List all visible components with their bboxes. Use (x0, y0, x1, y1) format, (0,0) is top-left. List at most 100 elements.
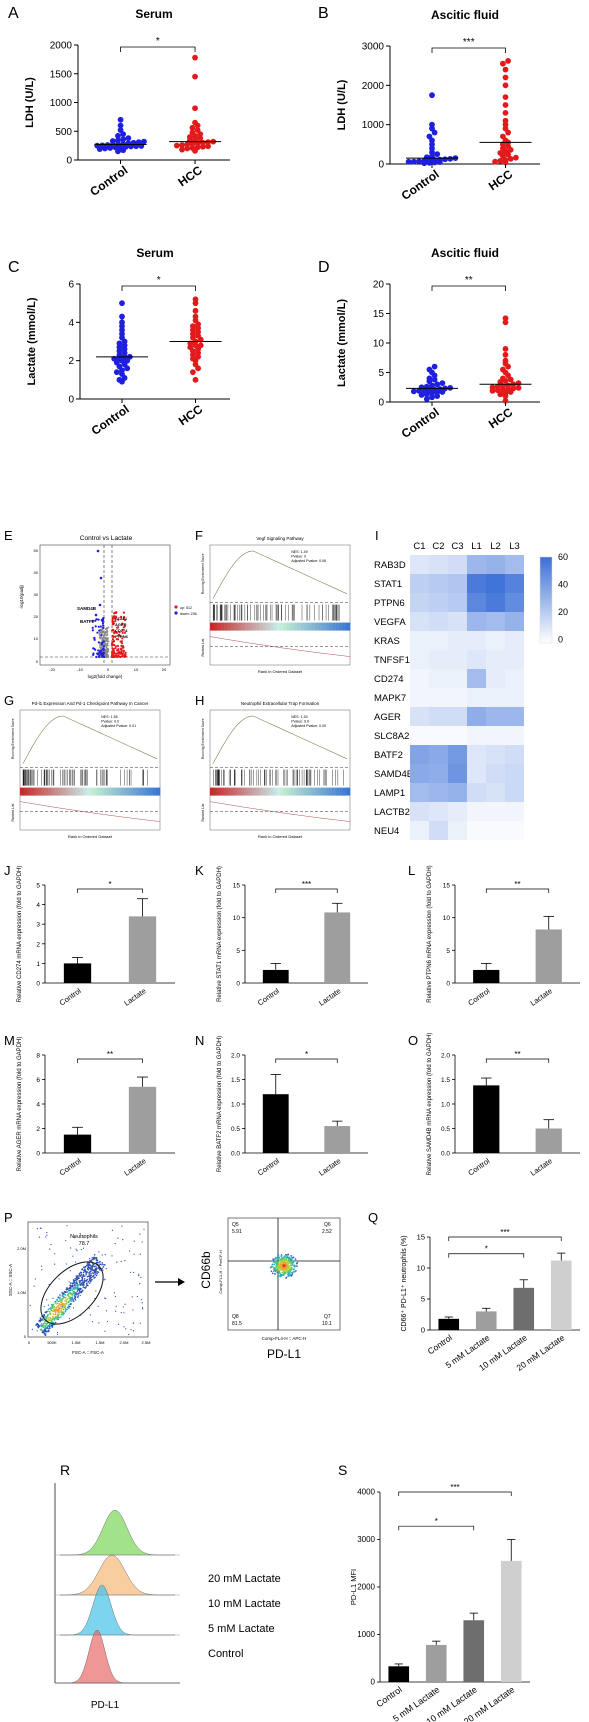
y-axis-label: PD-L1 MFI (349, 1569, 358, 1605)
flow-event (73, 1281, 76, 1284)
volcano-point-down (91, 619, 94, 622)
gsea-rank-color (318, 622, 323, 631)
flow-event (41, 1326, 43, 1328)
flow-event (49, 1248, 51, 1250)
flow-event (71, 1299, 74, 1301)
volcano-point-down (96, 653, 99, 656)
flow-event (83, 1284, 85, 1287)
histogram-panel: PD-L1 20 mM Lactate 10 mM Lactate 5 mM L… (54, 1483, 281, 1711)
x-tick-label: Lactate (122, 1156, 147, 1177)
flow-event (104, 1278, 106, 1280)
quadrant-event (290, 1265, 292, 1267)
flow-xtick: 500K (47, 1340, 57, 1345)
heatmap-cell (448, 574, 467, 593)
significance-bracket (431, 47, 506, 53)
y-tick-label: 10 (373, 339, 385, 350)
flow-event (116, 1261, 118, 1263)
volcano-point-up (110, 644, 114, 647)
flow-event (62, 1293, 65, 1296)
flow-event (96, 1271, 99, 1273)
heatmap-cell (486, 707, 505, 726)
quadrant-event (289, 1262, 292, 1265)
volcano-points (91, 549, 128, 659)
quadrant-value: 81.5 (232, 1321, 242, 1327)
flow-event (141, 1302, 143, 1304)
flow-event (70, 1297, 72, 1299)
data-point (442, 156, 448, 163)
quadrant-event (276, 1270, 279, 1272)
flow-event (92, 1272, 95, 1275)
flow-event (79, 1291, 81, 1294)
flow-event (85, 1284, 88, 1287)
volcano-point-up (115, 638, 118, 641)
gsea-rank-color (329, 622, 333, 631)
flow-event (102, 1266, 105, 1268)
heatmap-row-label: TNFSF15 (374, 655, 415, 666)
flow-event (86, 1275, 89, 1278)
y-axis-label: Relative BATF2 mRNA expression (fold to … (217, 1036, 223, 1172)
x-tick-label: Lactate (529, 986, 554, 1007)
heatmap-cell (505, 726, 524, 745)
quadrant-event (272, 1270, 275, 1273)
volcano-point-up (122, 626, 125, 629)
data-point (431, 376, 438, 383)
flow-event (143, 1228, 145, 1230)
flow-event (51, 1307, 54, 1309)
gsea-rank-color (30, 787, 35, 796)
flow-event (51, 1310, 54, 1313)
quadrant-event (292, 1261, 294, 1264)
volcano-point-down (102, 655, 105, 658)
heatmap-row-label: AGER (374, 712, 401, 723)
data-point (117, 116, 124, 123)
quadrant-event (287, 1266, 290, 1269)
heatmap-cell (410, 821, 429, 840)
gsea-enrichment-curve-overlay (212, 715, 348, 764)
volcano-point-up (112, 643, 115, 646)
flow-event (84, 1268, 86, 1270)
gsea-rank-color (149, 787, 154, 796)
gsea-rank-color (210, 622, 214, 631)
gate-value: 78.7 (79, 1241, 90, 1247)
heatmap-row-label: LACTB2 (374, 807, 410, 818)
volcano-point-up (114, 620, 117, 623)
flow-event (58, 1307, 60, 1309)
gsea-rank-color (224, 787, 228, 796)
panel-label-B: B (318, 5, 329, 22)
bar (535, 929, 562, 983)
heatmap-cell (467, 688, 486, 707)
flow-event (69, 1284, 71, 1287)
gsea-rank-color (269, 787, 274, 796)
x-tick-label: Control (466, 1156, 491, 1177)
quadrant-event (282, 1262, 285, 1264)
heatmap-cell (429, 783, 448, 802)
gsea-rank-color (34, 787, 38, 796)
flow-event (76, 1278, 79, 1280)
volcano-point-down (100, 641, 103, 644)
volcano-point-up (122, 649, 125, 652)
gsea-rank-color (107, 787, 112, 796)
flow-event (51, 1315, 54, 1318)
histogram-curve (60, 1554, 175, 1596)
flow-event (56, 1306, 58, 1308)
y-tick-label: 4 (36, 902, 40, 909)
flow-event (85, 1273, 88, 1276)
heatmap-cell (467, 669, 486, 688)
flow-event (47, 1308, 50, 1310)
flow-event (81, 1276, 83, 1279)
flow-event (72, 1285, 74, 1288)
flow-event (89, 1276, 92, 1278)
heatmap-cell (448, 764, 467, 783)
y-tick-label: 5 (36, 883, 40, 890)
gsea-rank-color (259, 787, 263, 796)
panel-label-G: G (4, 693, 14, 708)
flow-event (98, 1261, 100, 1264)
quadrant-event (294, 1258, 297, 1260)
chart-title: Ascitic fluid (431, 8, 499, 22)
y-tick-label: 1.0 (441, 1102, 450, 1109)
data-point (190, 369, 196, 376)
flow-event (117, 1323, 120, 1325)
heatmap-row-label: CD274 (374, 674, 404, 685)
data-point (507, 155, 514, 162)
quadrant-event (279, 1258, 281, 1261)
